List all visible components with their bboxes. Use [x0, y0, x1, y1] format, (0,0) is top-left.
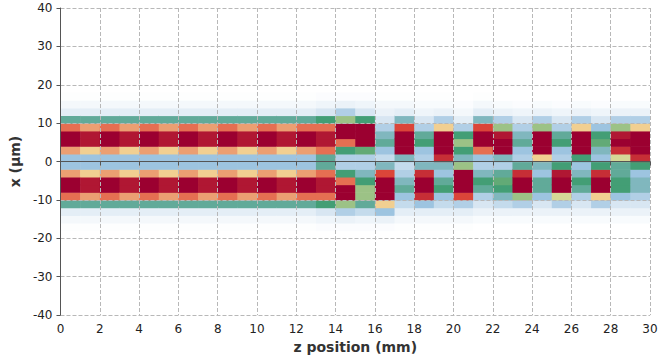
svg-text:4: 4	[135, 322, 143, 336]
svg-text:26: 26	[564, 322, 579, 336]
svg-text:2: 2	[96, 322, 104, 336]
svg-text:10: 10	[249, 322, 264, 336]
svg-text:-20: -20	[33, 231, 53, 245]
svg-text:x (µm): x (µm)	[7, 136, 23, 188]
svg-text:18: 18	[407, 322, 422, 336]
svg-text:20: 20	[446, 322, 461, 336]
svg-text:40: 40	[37, 1, 52, 15]
svg-text:22: 22	[485, 322, 500, 336]
svg-text:28: 28	[603, 322, 618, 336]
svg-text:z position (mm): z position (mm)	[293, 339, 417, 355]
svg-text:30: 30	[37, 39, 52, 53]
svg-text:30: 30	[642, 322, 657, 336]
svg-text:8: 8	[214, 322, 222, 336]
svg-text:6: 6	[175, 322, 183, 336]
svg-text:24: 24	[524, 322, 539, 336]
svg-text:-40: -40	[33, 308, 53, 322]
svg-text:16: 16	[367, 322, 382, 336]
svg-text:-30: -30	[33, 270, 53, 284]
svg-text:-10: -10	[33, 193, 53, 207]
svg-text:14: 14	[328, 322, 343, 336]
svg-text:12: 12	[289, 322, 304, 336]
svg-text:0: 0	[45, 155, 53, 169]
svg-text:20: 20	[37, 78, 52, 92]
svg-text:10: 10	[37, 116, 52, 130]
svg-text:0: 0	[57, 322, 65, 336]
